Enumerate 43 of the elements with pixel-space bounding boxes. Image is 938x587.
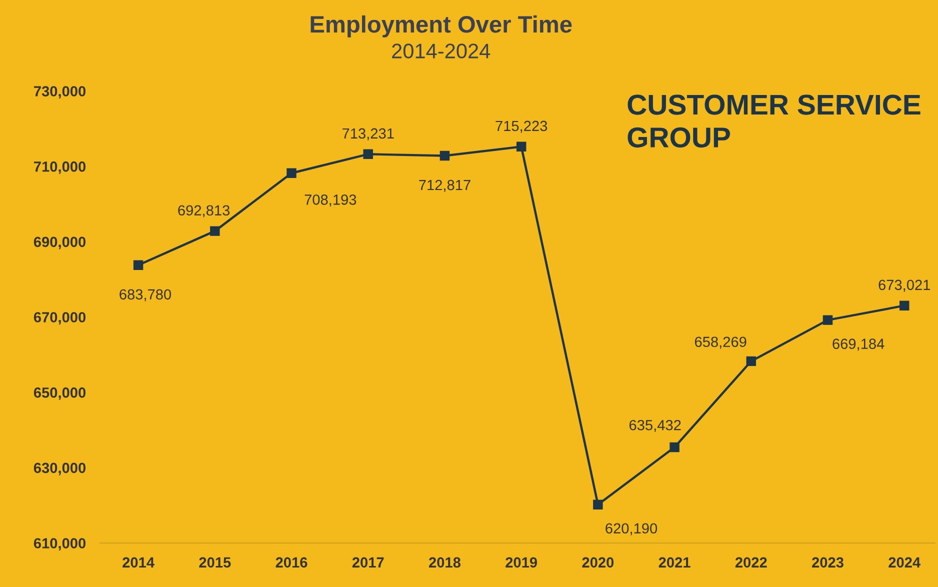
point — [440, 150, 450, 161]
annotation: CUSTOMER SERVICE GROUP — [628, 94, 920, 148]
point — [286, 168, 296, 178]
x-tick-label: 2016 — [276, 557, 308, 568]
x-tick-label: 2015 — [199, 557, 231, 568]
y-tick-label: 710,000 — [34, 161, 86, 174]
point — [363, 149, 373, 160]
data-label: 673,021 — [878, 280, 930, 292]
point — [593, 500, 603, 510]
point — [133, 260, 144, 270]
x-tick-label: 2021 — [658, 557, 690, 568]
point — [210, 226, 220, 236]
data-label: 712,817 — [419, 180, 470, 192]
data-label: 692,813 — [178, 205, 230, 218]
point — [670, 442, 680, 452]
data-label: 658,269 — [694, 336, 746, 349]
data-label: 620,190 — [606, 523, 658, 536]
y-tick-label: 690,000 — [34, 236, 86, 250]
x-tick-label: 2018 — [429, 557, 460, 568]
y-tick-label: 730,000 — [34, 86, 86, 99]
x-tick-label: 2017 — [352, 557, 384, 568]
point — [822, 315, 833, 325]
x-tick-label: 2014 — [122, 557, 154, 568]
data-label: 669,184 — [832, 338, 884, 351]
data-label: 635,432 — [629, 420, 681, 432]
y-tick-label: 610,000 — [34, 538, 86, 551]
point — [746, 356, 756, 366]
chart-subtitle: 2014-2024 — [392, 44, 490, 58]
data-label: 708,193 — [304, 194, 356, 207]
data-label: 715,223 — [496, 120, 548, 133]
point — [516, 142, 526, 152]
x-tick-label: 2023 — [812, 557, 844, 568]
y-tick-label: 650,000 — [34, 387, 86, 400]
point — [899, 300, 910, 310]
chart-title: Employment Over Time — [310, 15, 572, 38]
data-label: 683,780 — [120, 289, 172, 302]
x-tick-label: 2019 — [506, 557, 538, 568]
x-tick-label: 2024 — [888, 557, 920, 568]
data-label: 713,231 — [342, 128, 394, 140]
y-tick-label: 630,000 — [34, 462, 86, 476]
x-tick-label: 2020 — [582, 557, 614, 568]
y-tick-label: 670,000 — [34, 312, 86, 325]
x-tick-label: 2022 — [735, 557, 767, 568]
